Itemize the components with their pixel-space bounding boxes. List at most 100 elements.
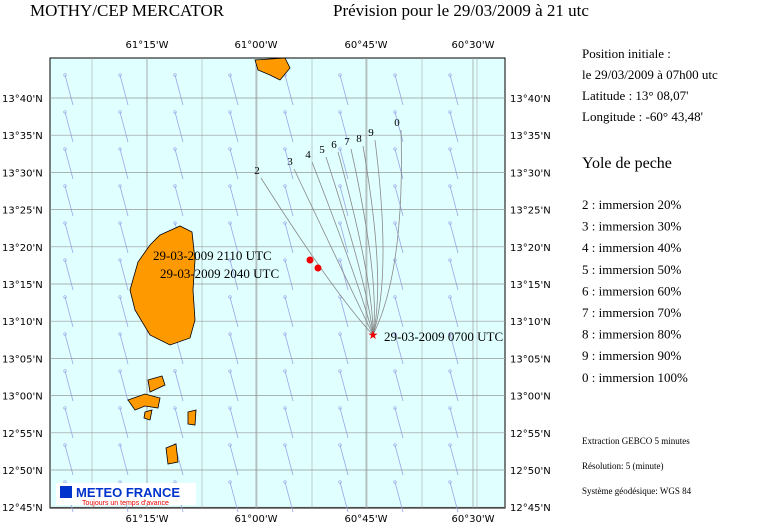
islands [127, 57, 291, 465]
wind-arrow [339, 370, 349, 402]
island [129, 225, 196, 346]
footer-line: Extraction GEBCO 5 minutes [582, 436, 690, 446]
wind-arrow [339, 185, 349, 217]
wind-tip [393, 369, 397, 373]
wind-tip [63, 406, 67, 410]
wind-tip [448, 258, 452, 262]
lat-label: 13°20'N [510, 243, 551, 254]
wind-tip [393, 443, 397, 447]
wind-arrow [339, 222, 349, 254]
wind-tip [228, 369, 232, 373]
wind-tip [118, 295, 122, 299]
wind-tip [118, 73, 122, 77]
position-dot [306, 256, 314, 264]
logo-box [56, 483, 196, 505]
wind-tip [448, 73, 452, 77]
drift-tracks: 2 34 5 6 7 8 9 0 [254, 117, 402, 336]
wind-arrow [449, 370, 459, 402]
wind-arrow [119, 74, 129, 106]
wind-arrow [174, 370, 184, 402]
wind-tip [228, 332, 232, 336]
wind-tip [448, 443, 452, 447]
wind-tip [63, 221, 67, 225]
wind-arrow [64, 370, 74, 402]
wind-tip [283, 406, 287, 410]
wind-arrow [229, 185, 239, 217]
wind-arrow [339, 111, 349, 143]
wind-tip [393, 480, 397, 484]
wind-arrow [64, 74, 74, 106]
lat-label: 13°05'N [2, 354, 43, 365]
wind-tip [118, 147, 122, 151]
lat-label: 12°55'N [2, 429, 43, 440]
drift-track [337, 151, 374, 336]
wind-arrow [119, 259, 129, 291]
wind-arrow [229, 222, 239, 254]
lon-label: 60°30'W [451, 514, 494, 525]
wind-tip [118, 332, 122, 336]
wind-arrow [64, 111, 74, 143]
lat-label: 13°15'N [510, 280, 551, 291]
wind-tip [338, 73, 342, 77]
wind-arrow [449, 259, 459, 291]
wind-tip [448, 110, 452, 114]
wind-tip [173, 369, 177, 373]
position-line: Longitude : -60° 43,48' [582, 109, 703, 124]
drift-track [325, 156, 374, 336]
wind-tip [338, 147, 342, 151]
lat-label: 13°40'N [2, 94, 43, 105]
wind-arrow [394, 259, 404, 291]
wind-tip [283, 258, 287, 262]
wind-arrow [174, 111, 184, 143]
lat-label: 13°25'N [2, 206, 43, 217]
wind-arrow [229, 370, 239, 402]
wind-tip [173, 147, 177, 151]
lat-label: 13°10'N [2, 317, 43, 328]
drift-label: 6 [331, 139, 337, 151]
drift-label: 8 [356, 133, 362, 145]
logo-name: METEO FRANCE [76, 485, 180, 500]
position-line: le 29/03/2009 à 07h00 utc [582, 67, 718, 82]
wind-tip [173, 110, 177, 114]
wind-tip [448, 369, 452, 373]
wind-tip [283, 480, 287, 484]
wind-tip [118, 184, 122, 188]
wind-arrow [119, 370, 129, 402]
wind-tip [338, 443, 342, 447]
wind-tip [173, 73, 177, 77]
wind-tip [393, 73, 397, 77]
drift-track [311, 161, 374, 336]
wind-arrow [449, 333, 459, 365]
wind-arrow [284, 148, 294, 180]
wind-tip [338, 369, 342, 373]
wind-arrow [284, 370, 294, 402]
wind-tip [338, 332, 342, 336]
wind-tip [63, 443, 67, 447]
wind-arrow [449, 74, 459, 106]
lon-label: 60°45'W [344, 40, 387, 51]
wind-arrow [339, 296, 349, 328]
lat-label: 13°10'N [510, 317, 551, 328]
wind-tip [63, 295, 67, 299]
wind-tip [393, 295, 397, 299]
wind-arrow [174, 148, 184, 180]
lat-label: 12°55'N [510, 429, 551, 440]
position-dot [314, 264, 322, 272]
wind-tip [338, 221, 342, 225]
wind-arrow [449, 111, 459, 143]
wind-tip [63, 258, 67, 262]
drift-track [260, 177, 374, 336]
wind-tip [283, 369, 287, 373]
wind-arrow [394, 333, 404, 365]
wind-arrow [284, 259, 294, 291]
lon-label: 61°00'W [234, 40, 277, 51]
wind-tip [63, 73, 67, 77]
wind-tip [63, 369, 67, 373]
wind-tip [448, 295, 452, 299]
wind-arrow [449, 185, 459, 217]
wind-arrow [64, 296, 74, 328]
wind-arrow [449, 296, 459, 328]
lat-label: 13°30'N [2, 168, 43, 179]
wind-arrow [174, 185, 184, 217]
wind-tip [118, 221, 122, 225]
